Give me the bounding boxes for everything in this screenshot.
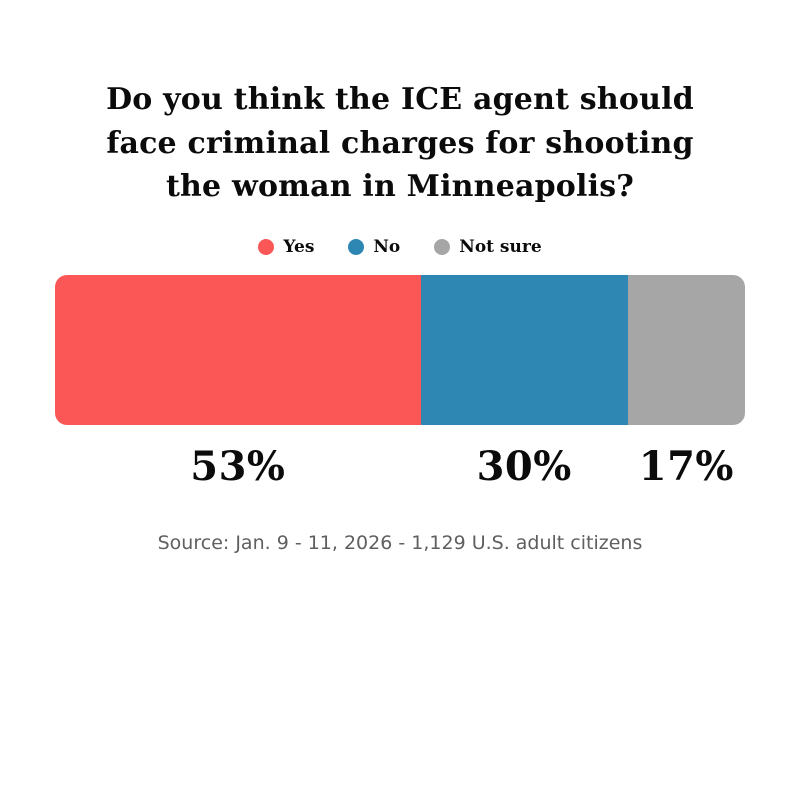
legend-label: Not sure bbox=[459, 236, 542, 257]
bar-segment bbox=[55, 274, 421, 425]
value-label-row: 53% 30% 17% bbox=[55, 443, 745, 490]
chart-legend: Yes No Not sure bbox=[0, 237, 800, 257]
chart-plot-area: 53% 30% 17% bbox=[55, 274, 745, 490]
legend-swatch-icon bbox=[258, 238, 275, 255]
legend-swatch-icon bbox=[434, 238, 451, 255]
bar-segment bbox=[627, 274, 745, 425]
legend-swatch-icon bbox=[348, 238, 365, 255]
source-note: Source: Jan. 9 - 11, 2026 - 1,129 U.S. a… bbox=[157, 531, 643, 554]
value-label: 53% bbox=[190, 442, 286, 490]
value-label: 30% bbox=[476, 442, 572, 490]
legend-label: Yes bbox=[283, 236, 315, 257]
stacked-bar bbox=[55, 274, 745, 425]
legend-label: No bbox=[373, 236, 401, 257]
legend-item: No bbox=[348, 237, 400, 257]
bar-segment bbox=[420, 274, 628, 425]
legend-item: Not sure bbox=[434, 236, 542, 257]
chart-title: Do you think the ICE agent should face c… bbox=[106, 82, 694, 204]
legend-item: Yes bbox=[258, 237, 314, 257]
value-label: 17% bbox=[638, 442, 734, 490]
